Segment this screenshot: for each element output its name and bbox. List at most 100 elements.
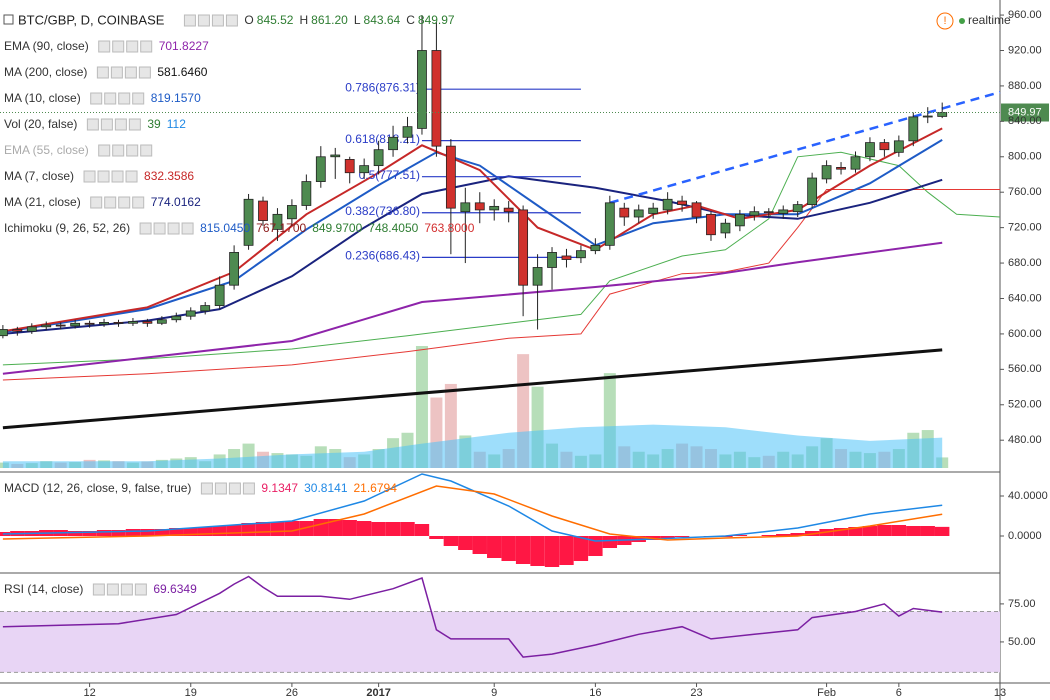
legend-icon[interactable]	[97, 170, 110, 183]
legend-icon[interactable]	[128, 118, 141, 131]
macd-histogram-bar	[67, 531, 83, 536]
candle-body	[547, 252, 557, 268]
macd-histogram-bar	[891, 525, 907, 536]
candle-body	[156, 319, 167, 324]
legend-icon[interactable]	[140, 40, 153, 53]
candle-body	[619, 207, 630, 218]
legend-icon[interactable]	[228, 482, 241, 495]
macd-histogram-bar	[284, 521, 300, 536]
legend-value: 763.8000	[424, 221, 474, 235]
legend-icon[interactable]	[92, 583, 105, 596]
legend-icon[interactable]	[100, 118, 113, 131]
legend-icon[interactable]	[134, 583, 147, 596]
layers: 0.786(876.31) 0.618(818.21) 0.5(777.51) 0.3…	[0, 9, 1049, 699]
legend-icon[interactable]	[111, 170, 124, 183]
y-tick-label: 760.00	[1008, 186, 1042, 198]
candle-body	[821, 165, 832, 180]
candle-body	[445, 145, 456, 209]
indicator-line	[2, 151, 1000, 366]
legend-icon[interactable]	[153, 222, 166, 235]
legend-icon[interactable]	[110, 66, 123, 79]
legend-icon[interactable]	[242, 482, 255, 495]
y-tick-label: 40.0000	[1008, 490, 1048, 502]
legend-icon[interactable]	[120, 583, 133, 596]
y-tick-label: 75.00	[1008, 598, 1036, 610]
legend-icon[interactable]	[211, 14, 224, 27]
x-tick-label: 9	[491, 687, 497, 699]
x-tick-label: 23	[690, 687, 702, 699]
legend-icon[interactable]	[214, 482, 227, 495]
legend-icon[interactable]	[181, 222, 194, 235]
indicator-line	[2, 189, 1000, 381]
indicator-name: MA (21, close)	[4, 195, 81, 209]
macd-histogram-bar	[299, 521, 314, 536]
candle-body	[315, 156, 326, 182]
legend-icon[interactable]	[118, 92, 131, 105]
legend-icon[interactable]	[126, 144, 139, 157]
legend-icon[interactable]	[112, 144, 125, 157]
candle-body	[836, 166, 846, 170]
legend-icon[interactable]	[104, 196, 117, 209]
candle-body	[55, 324, 66, 327]
candle-body	[344, 159, 355, 174]
symbol-title: BTC/GBP, D, COINBASE	[18, 12, 165, 27]
legend-icon[interactable]	[90, 92, 103, 105]
macd-histogram-bar	[82, 531, 97, 536]
x-tick-label: 12	[83, 687, 95, 699]
legend-icon[interactable]	[132, 196, 145, 209]
legend-icon[interactable]	[225, 14, 238, 27]
x-tick-label: 26	[286, 687, 298, 699]
legend-icon[interactable]	[83, 170, 96, 183]
legend-icon[interactable]	[90, 196, 103, 209]
legend-icon[interactable]	[106, 583, 119, 596]
legend-icon[interactable]	[132, 92, 145, 105]
legend-icon[interactable]	[200, 482, 213, 495]
x-tick-label: 16	[589, 687, 601, 699]
legend-icon[interactable]	[197, 14, 210, 27]
macd-histogram-bar	[862, 526, 878, 536]
macd-histogram-bar	[920, 526, 935, 536]
legend-value: 112	[167, 117, 186, 131]
macd-histogram-bar	[472, 536, 487, 554]
legend-icon[interactable]	[86, 118, 99, 131]
legend-icon[interactable]	[140, 144, 153, 157]
last-price-label: 849.97	[1008, 106, 1042, 118]
macd-histogram-bar	[328, 519, 343, 536]
candle-body	[662, 198, 673, 211]
legend-value: 30.8141	[304, 481, 348, 495]
legend-icon[interactable]	[126, 40, 139, 53]
legend-icon[interactable]	[183, 14, 196, 27]
legend-icon[interactable]	[125, 170, 138, 183]
legend-icon[interactable]	[112, 40, 125, 53]
collapse-icon[interactable]	[3, 14, 14, 25]
candle-body	[142, 321, 153, 324]
warning-icon[interactable]	[936, 12, 954, 30]
legend-icon[interactable]	[96, 66, 109, 79]
ohlc-key: H	[299, 13, 308, 27]
legend-icon[interactable]	[139, 222, 152, 235]
fib-label: 0.5(777.51)	[359, 168, 420, 182]
macd-histogram-bar	[371, 522, 386, 536]
legend-icon[interactable]	[104, 92, 117, 105]
legend-icon[interactable]	[98, 144, 111, 157]
candle-body	[200, 305, 211, 312]
macd-histogram-bar	[270, 522, 285, 536]
candle-body	[243, 198, 254, 246]
legend-icon[interactable]	[98, 40, 111, 53]
legend-icon[interactable]	[167, 222, 180, 235]
macd-histogram-bar	[429, 536, 444, 539]
legend-icon[interactable]	[124, 66, 137, 79]
ohlc-value: 845.52	[257, 13, 294, 27]
legend-value: 9.1347	[261, 481, 298, 495]
legend-icon[interactable]	[114, 118, 127, 131]
macd-histogram-bar	[573, 536, 589, 561]
legend-icon[interactable]	[118, 196, 131, 209]
x-tick-label: 6	[896, 687, 902, 699]
macd-histogram-bar	[313, 519, 329, 536]
macd-histogram-bar	[906, 526, 921, 536]
ohlc-value: 849.97	[418, 13, 455, 27]
indicator-name: MA (200, close)	[4, 65, 87, 79]
candle-body	[518, 209, 529, 286]
legend-icon[interactable]	[138, 66, 151, 79]
